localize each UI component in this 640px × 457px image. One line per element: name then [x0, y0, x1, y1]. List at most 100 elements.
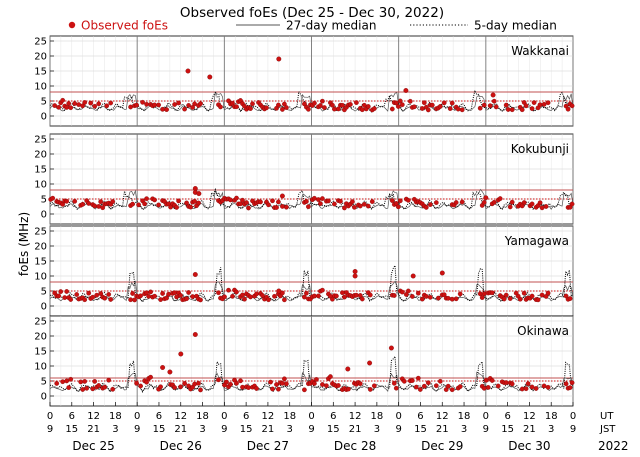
observed-point — [539, 292, 545, 298]
jst-tick-label: 21 — [349, 424, 362, 435]
observed-point — [82, 297, 88, 303]
jst-tick-label: 9 — [570, 424, 576, 435]
observed-point — [242, 296, 247, 302]
ut-tick-label: 0 — [308, 411, 314, 422]
observed-point — [320, 287, 325, 293]
observed-point — [359, 107, 365, 113]
observed-point — [146, 293, 151, 299]
observed-point — [541, 383, 547, 389]
observed-point — [447, 106, 453, 111]
jst-tick-label: 9 — [221, 424, 227, 435]
observed-point — [340, 290, 345, 296]
observed-point — [280, 107, 285, 112]
observed-point — [435, 295, 441, 301]
station-label: Yamagawa — [504, 234, 569, 248]
observed-point — [388, 345, 394, 351]
observed-point — [106, 292, 112, 297]
observed-point — [453, 296, 459, 302]
observed-point — [433, 200, 439, 205]
observed-point — [503, 292, 509, 298]
y-tick-label: 5 — [41, 97, 47, 108]
observed-point — [228, 197, 233, 203]
observed-point — [92, 103, 98, 109]
observed-point — [218, 104, 223, 110]
observed-point — [348, 102, 353, 107]
jst-tick-label: 21 — [87, 424, 100, 435]
y-tick-label: 20 — [34, 242, 47, 253]
observed-point — [108, 297, 114, 302]
ut-tick-label: 0 — [395, 411, 401, 422]
observed-point — [455, 106, 461, 112]
ut-tick-label: 18 — [196, 411, 209, 422]
observed-point — [459, 107, 465, 113]
observed-point — [403, 88, 409, 93]
observed-point — [58, 289, 64, 294]
observed-point — [445, 295, 451, 301]
observed-point — [228, 381, 233, 387]
observed-point — [110, 386, 116, 392]
observed-point — [100, 205, 106, 211]
observed-point — [433, 383, 439, 389]
observed-point — [367, 360, 373, 366]
observed-point — [312, 195, 317, 201]
observed-point — [340, 102, 345, 108]
observed-point — [248, 106, 253, 111]
observed-point — [92, 379, 98, 384]
observed-point — [90, 386, 96, 392]
observed-point — [78, 379, 84, 385]
observed-point — [399, 102, 405, 108]
observed-point — [529, 384, 535, 390]
observed-point — [182, 106, 187, 112]
jst-tick-label: 3 — [287, 424, 293, 435]
observed-point — [246, 205, 251, 211]
observed-point — [403, 292, 409, 297]
observed-point — [216, 290, 221, 296]
observed-point — [419, 106, 425, 111]
observed-point — [108, 100, 114, 106]
observed-point — [272, 293, 277, 299]
observed-point — [102, 384, 108, 390]
observed-point — [234, 289, 239, 295]
observed-point — [357, 293, 363, 298]
observed-point — [144, 196, 149, 202]
observed-point — [415, 375, 421, 381]
observed-point — [352, 273, 358, 279]
observed-point — [142, 201, 147, 207]
observed-point — [509, 107, 515, 113]
observed-point — [156, 102, 161, 108]
observed-point — [491, 199, 497, 205]
ut-tick-label: 6 — [417, 411, 423, 422]
observed-point — [160, 106, 165, 112]
observed-point — [437, 378, 443, 384]
observed-point — [86, 290, 92, 296]
observed-point — [284, 105, 289, 110]
observed-point — [254, 386, 259, 391]
observed-point — [477, 105, 483, 111]
observed-point — [346, 386, 351, 392]
observed-point — [160, 365, 166, 370]
observed-point — [130, 291, 135, 296]
observed-point — [284, 204, 289, 210]
jst-tick-label: 15 — [153, 424, 166, 435]
y-tick-label: 25 — [34, 317, 47, 328]
observed-point — [250, 101, 255, 107]
observed-point — [92, 203, 98, 209]
observed-point — [156, 202, 161, 208]
jst-tick-label: 21 — [523, 424, 536, 435]
observed-point — [128, 104, 133, 110]
observed-point — [425, 380, 431, 386]
observed-point — [64, 105, 70, 110]
observed-point — [365, 203, 371, 209]
observed-point — [407, 98, 413, 104]
observed-point — [148, 289, 153, 295]
jst-tick-label: 21 — [262, 424, 275, 435]
observed-point — [563, 381, 569, 387]
observed-point — [276, 199, 281, 205]
observed-point — [393, 385, 399, 391]
observed-point — [411, 104, 417, 110]
observed-point — [537, 200, 543, 206]
observed-point — [423, 294, 429, 299]
observed-point — [190, 105, 195, 110]
observed-point — [441, 292, 447, 298]
